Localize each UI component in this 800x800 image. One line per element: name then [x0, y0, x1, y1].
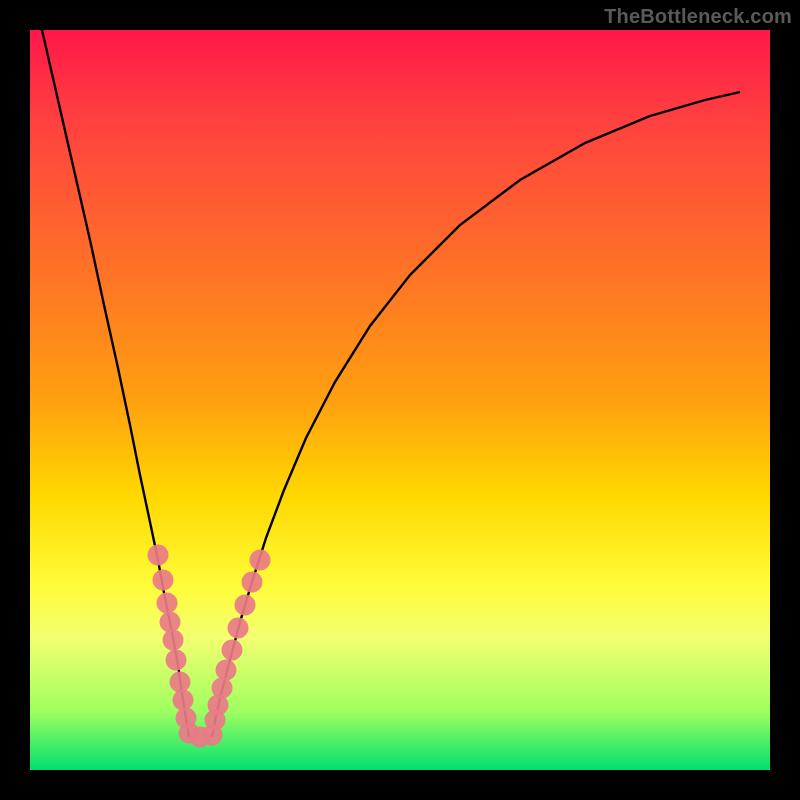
curve-layer [30, 30, 770, 770]
data-marker [235, 595, 256, 616]
data-marker [148, 545, 169, 566]
data-marker [157, 593, 178, 614]
data-marker [216, 660, 237, 681]
chart-gradient-plot [30, 30, 770, 770]
data-marker [153, 570, 174, 591]
data-marker [163, 630, 184, 651]
data-marker [212, 678, 233, 699]
data-marker [222, 640, 243, 661]
data-marker [228, 618, 249, 639]
watermark-text: TheBottleneck.com [0, 6, 800, 29]
data-marker [166, 650, 187, 671]
data-marker [250, 550, 271, 571]
data-marker [242, 572, 263, 593]
curve-right [212, 92, 740, 737]
